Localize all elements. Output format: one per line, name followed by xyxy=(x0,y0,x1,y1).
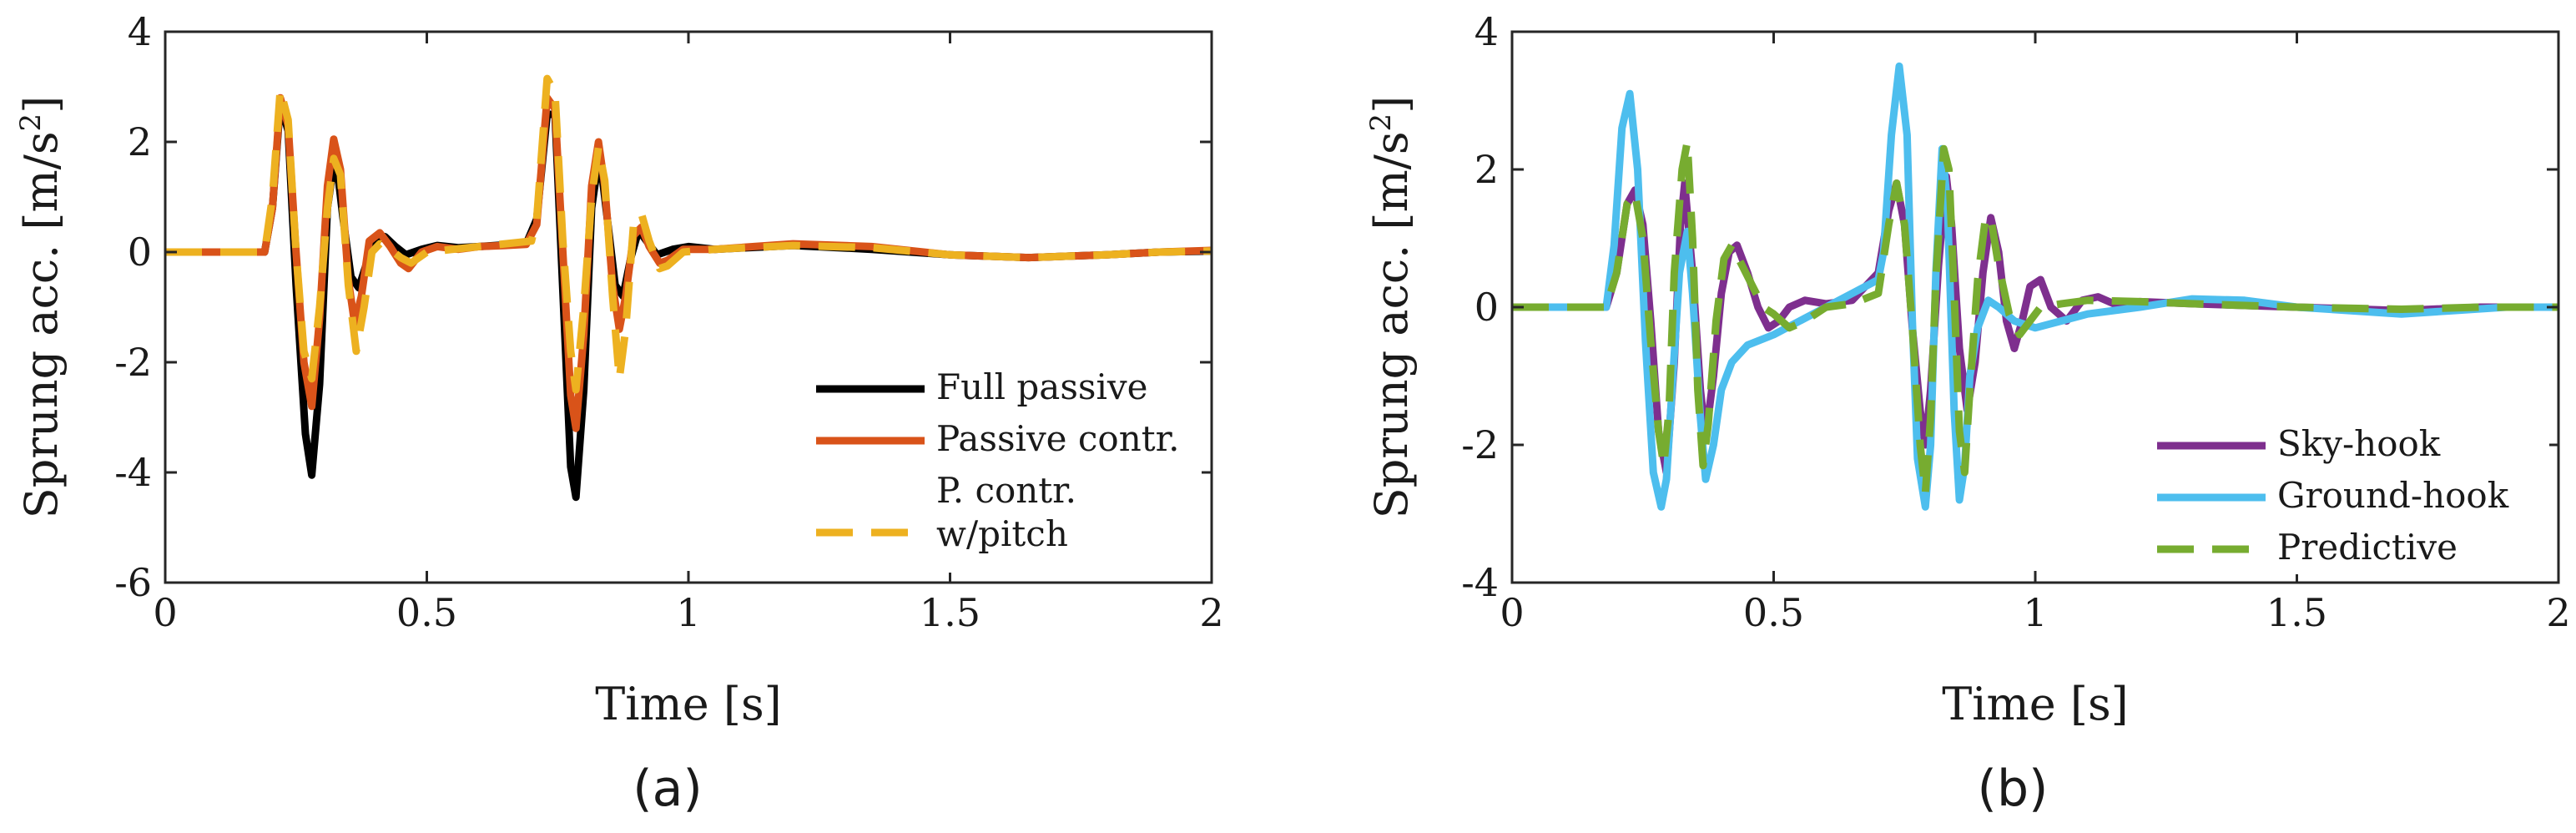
y-axis-title-sup-b: 2 xyxy=(1364,114,1398,132)
y-axis-title-end-b: ] xyxy=(1365,96,1418,114)
x-tick-label: 0.5 xyxy=(1743,590,1804,635)
y-tick-label: -6 xyxy=(114,560,152,605)
ticks-a xyxy=(164,30,1213,584)
y-axis-title-main-b: Sprung acc. [m/s xyxy=(1365,131,1418,518)
x-tick-label: 0 xyxy=(1500,590,1524,635)
chart-panel-b: 0 0.5 1 1.5 2 4 2 0 -2 -4 Sky-hook Ground-hook Pred… xyxy=(1364,9,2571,818)
y-tick-label: 4 xyxy=(128,9,152,54)
legend-label: Predictive xyxy=(2277,527,2458,568)
series-line-ground-hook xyxy=(1512,62,2558,511)
y-axis-title-end-a: ] xyxy=(15,96,68,114)
legend-label: Sky-hook xyxy=(2277,423,2441,464)
y-tick-label: 2 xyxy=(128,119,152,164)
x-axis-title-b: Time [s] xyxy=(1942,678,2128,730)
y-tick-label: 2 xyxy=(1475,147,1499,192)
legend-label: Passive contr. xyxy=(936,418,1179,459)
legend-label: w/pitch xyxy=(936,513,1068,554)
x-axis-title-a: Time [s] xyxy=(595,678,781,730)
x-tick-label: 2 xyxy=(1199,590,1223,635)
x-tick-label: 0 xyxy=(153,590,177,635)
chart-panel-a: 0 0.5 1 1.5 2 4 2 0 -2 -4 -6 Full passive Passive c… xyxy=(14,9,1224,818)
legend-label: Ground-hook xyxy=(2277,475,2509,516)
legend-label: Full passive xyxy=(936,366,1147,407)
series-line-p-contr-w-pitch xyxy=(165,74,1212,394)
y-tick-label: -2 xyxy=(1461,422,1499,467)
legend-b: Sky-hook Ground-hook Predictive xyxy=(2140,423,2549,574)
tick-labels-a: 0 0.5 1 1.5 2 4 2 0 -2 -4 -6 xyxy=(114,9,1223,635)
ticks-b xyxy=(1510,30,2560,584)
tick-labels-b: 0 0.5 1 1.5 2 4 2 0 -2 -4 xyxy=(1461,9,2570,635)
x-tick-label: 1 xyxy=(2023,590,2047,635)
y-tick-label: -4 xyxy=(1461,560,1499,605)
panel-label-b: (b) xyxy=(1978,760,2049,818)
plot-lines-b xyxy=(1512,62,2558,511)
y-axis-title-main-a: Sprung acc. [m/s xyxy=(15,131,68,518)
y-tick-label: -4 xyxy=(114,450,152,495)
x-tick-label: 0.5 xyxy=(396,590,457,635)
y-axis-title-a: Sprung acc. [m/s2] xyxy=(14,96,68,519)
series-line-sky-hook xyxy=(1512,172,2558,477)
legend-a: Full passive Passive contr. P. contr.w/pit… xyxy=(801,366,1202,573)
y-axis-title-sup-a: 2 xyxy=(14,114,48,132)
y-tick-label: 0 xyxy=(1475,285,1499,330)
y-tick-label: 0 xyxy=(128,230,152,275)
y-axis-title-b: Sprung acc. [m/s2] xyxy=(1364,96,1418,519)
y-tick-label: -2 xyxy=(114,340,152,385)
legend-label: P. contr. xyxy=(936,470,1076,511)
x-tick-label: 1 xyxy=(676,590,700,635)
y-tick-label: 4 xyxy=(1475,9,1499,54)
plot-lines-a xyxy=(165,74,1212,502)
x-tick-label: 2 xyxy=(2546,590,2570,635)
panel-label-a: (a) xyxy=(633,760,703,818)
x-tick-label: 1.5 xyxy=(920,590,980,635)
legend-background xyxy=(801,367,1202,573)
series-line-predictive xyxy=(1512,138,2558,497)
x-tick-label: 1.5 xyxy=(2266,590,2327,635)
